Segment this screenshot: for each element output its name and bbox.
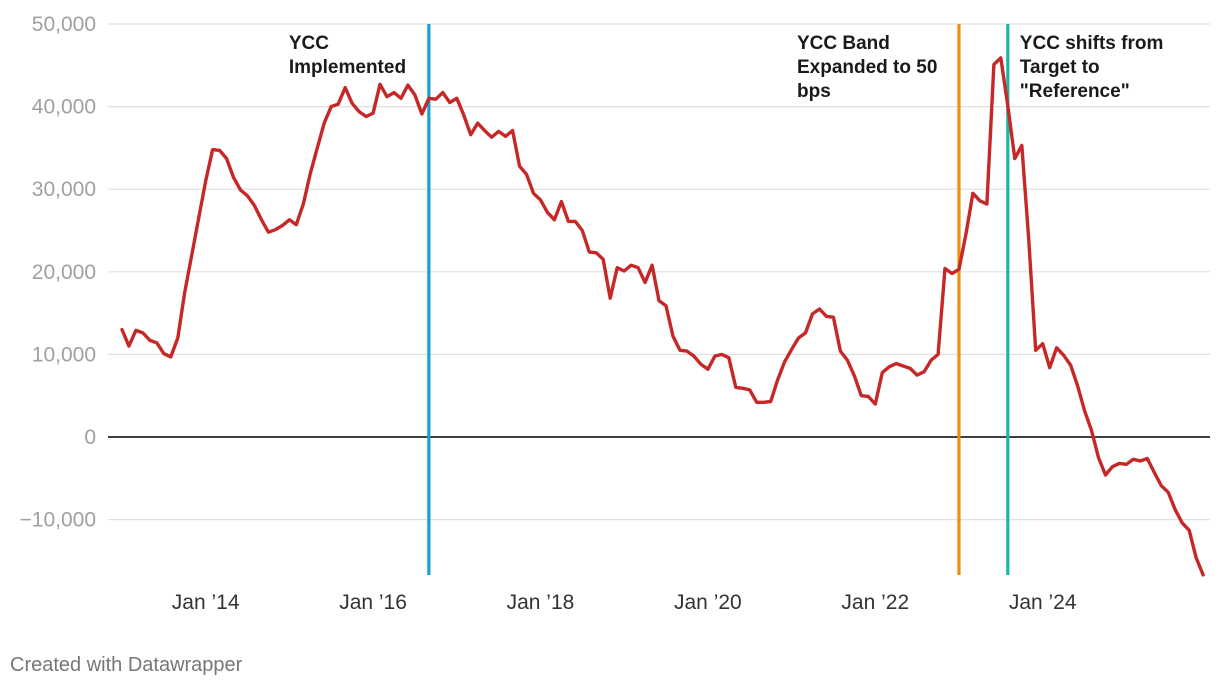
y-tick-label: 30,000	[32, 178, 96, 201]
annotation-label-ycc_implemented: YCC Implemented	[289, 33, 406, 78]
annotation-label-ycc_band: YCC Band Expanded to 50 bps	[797, 33, 937, 102]
annotation-line-text: Target to	[1020, 57, 1100, 78]
annotation-line-text: YCC shifts from	[1020, 33, 1164, 54]
line-chart: 50,000 40,000 30,000 20,000 10,000 0 −10,000 J…	[20, 13, 1210, 614]
series-layer	[120, 56, 1205, 577]
datawrapper-credit: Created with Datawrapper	[10, 654, 243, 676]
x-tick-label: Jan ’18	[507, 591, 575, 614]
annotation-line-text: "Reference"	[1020, 81, 1130, 102]
y-tick-label: 10,000	[32, 343, 96, 366]
annotation-line-text: Expanded to 50	[797, 57, 937, 78]
x-tick-label: Jan ’16	[339, 591, 407, 614]
y-tick-label: 40,000	[32, 96, 96, 119]
y-axis-ticks: 50,000 40,000 30,000 20,000 10,000 0 −10,000	[20, 13, 97, 532]
annotation-line-text: bps	[797, 81, 831, 102]
y-tick-label: 50,000	[32, 13, 96, 36]
series-line	[120, 56, 1205, 577]
y-tick-label: −10,000	[20, 509, 97, 532]
x-tick-label: Jan ’20	[674, 591, 742, 614]
annotation-line-text: YCC Band	[797, 33, 890, 54]
x-tick-label: Jan ’14	[172, 591, 240, 614]
annotation-line-text: Implemented	[289, 57, 406, 78]
annotation-label-ycc_shift: YCC shifts from Target to "Reference"	[1020, 33, 1164, 102]
annotation-line-text: YCC	[289, 33, 329, 54]
x-tick-label: Jan ’24	[1009, 591, 1077, 614]
x-tick-label: Jan ’22	[841, 591, 909, 614]
y-tick-label: 0	[84, 426, 96, 449]
y-tick-label: 20,000	[32, 261, 96, 284]
grid-layer	[108, 23, 1210, 521]
x-axis-ticks: Jan ’14 Jan ’16 Jan ’18 Jan ’20 Jan ’22 Jan ’…	[172, 591, 1077, 614]
